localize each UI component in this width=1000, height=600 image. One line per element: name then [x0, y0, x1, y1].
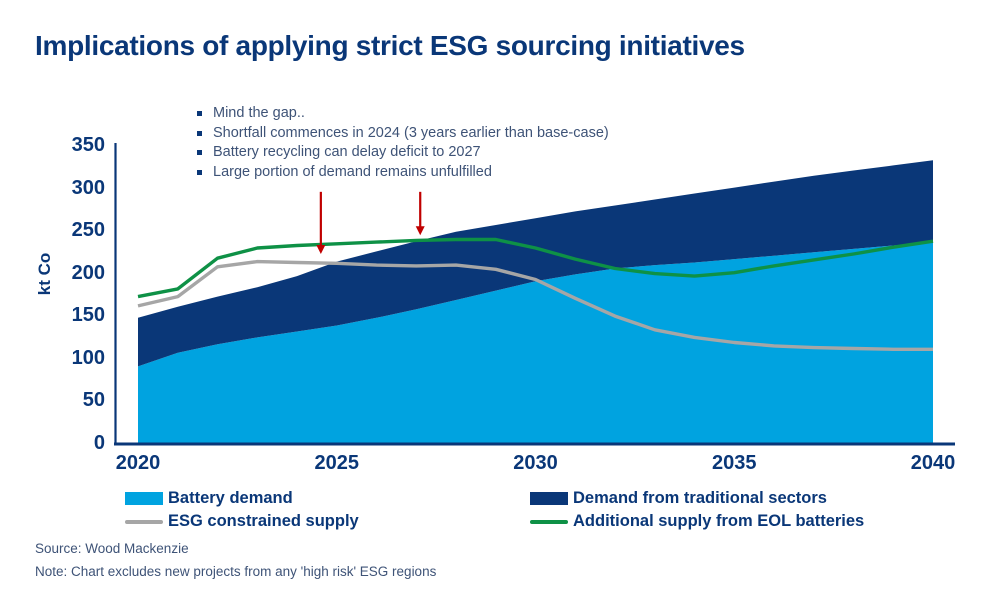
legend-swatch-esg-constrained-supply: [125, 519, 163, 524]
annotation-arrow-head: [415, 226, 425, 236]
y-tick-label: 100: [71, 346, 105, 369]
legend-label: ESG constrained supply: [168, 512, 359, 530]
note-text: Note: Chart excludes new projects from a…: [35, 564, 437, 579]
annotation-bullet: Shortfall commences in 2024 (3 years ear…: [196, 124, 609, 144]
page-title: Implications of applying strict ESG sour…: [35, 30, 745, 61]
annotation-arrow-head: [316, 244, 326, 254]
y-tick-label: 0: [93, 432, 105, 454]
legend-item-esg-constrained-supply: ESG constrained supply: [125, 512, 530, 531]
y-tick-label: 150: [71, 304, 105, 327]
legend-label: Battery demand: [168, 489, 293, 507]
legend-swatch-eol-batteries: [530, 519, 568, 524]
y-tick-label: 200: [71, 261, 105, 284]
y-tick-label: 350: [71, 134, 105, 156]
x-tick-label: 2020: [115, 452, 161, 474]
x-tick-label: 2025: [314, 452, 360, 474]
legend-label: Demand from traditional sectors: [573, 489, 827, 507]
legend: Battery demand Demand from traditional s…: [125, 489, 864, 531]
legend-item-eol-batteries: Additional supply from EOL batteries: [530, 512, 864, 531]
legend-swatch-traditional-sectors: [530, 492, 568, 505]
legend-item-traditional-sectors: Demand from traditional sectors: [530, 489, 864, 508]
legend-swatch-battery-demand: [125, 492, 163, 505]
x-tick-label: 2030: [513, 452, 558, 474]
battery-demand-area: [138, 242, 933, 443]
y-tick-label: 250: [71, 219, 105, 242]
y-tick-label: 50: [82, 389, 105, 412]
esg-constrained-supply-line: [137, 259, 933, 351]
annotation-bullet: Mind the gap..: [196, 104, 609, 124]
legend-item-battery-demand: Battery demand: [125, 489, 530, 508]
y-axis-label: kt Co: [35, 252, 54, 296]
legend-label: Additional supply from EOL batteries: [573, 512, 865, 530]
annotation-bullet: Large portion of demand remains unfulfil…: [196, 163, 609, 183]
annotation-bullet-list: Mind the gap.. Shortfall commences in 20…: [196, 104, 609, 182]
annotation-bullet: Battery recycling can delay deficit to 2…: [196, 143, 609, 163]
traditional-demand-area: [138, 160, 933, 367]
y-tick-label: 300: [71, 176, 105, 199]
x-tick-label: 2035: [712, 452, 757, 474]
source-text: Source: Wood Mackenzie: [35, 541, 189, 556]
eol-supply-line: [137, 237, 934, 299]
x-tick-label: 2040: [910, 452, 956, 474]
